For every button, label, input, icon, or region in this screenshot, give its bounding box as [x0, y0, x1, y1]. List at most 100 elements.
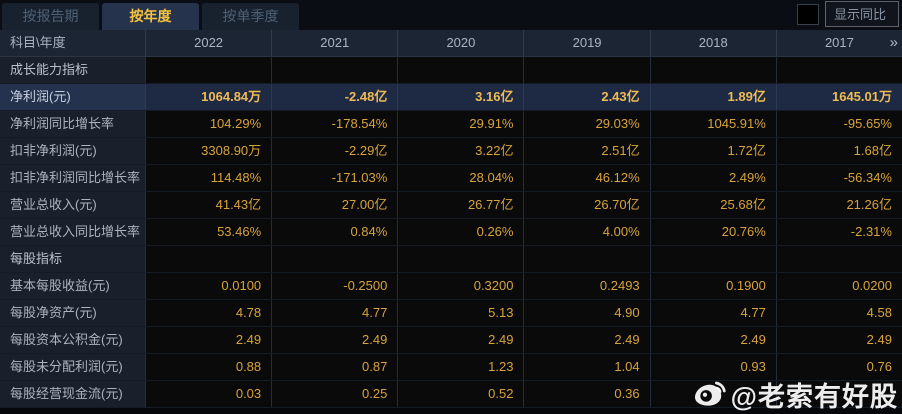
year-header-2021: 2021	[271, 30, 397, 56]
value-cell: 53.46%	[145, 219, 272, 245]
value-cell: 1064.84万	[145, 84, 272, 110]
value-cell: 0.2493	[523, 273, 650, 299]
table-rows: 成长能力指标 净利润(元) 1064.84万 -2.48亿 3.16亿 2.43亿 1.89…	[0, 57, 902, 408]
value-cell: 21.26亿	[775, 192, 902, 218]
value-cell	[649, 381, 776, 407]
table-row[interactable]: 每股资本公积金(元) 2.49 2.49 2.49 2.49 2.49 2.49	[0, 327, 902, 354]
value-cell: 4.77	[649, 300, 776, 326]
value-cell: 1.68亿	[775, 138, 902, 164]
year-header-2020: 2020	[397, 30, 523, 56]
table-row[interactable]: 扣非净利润同比增长率 114.48% -171.03% 28.04% 46.12% 2.4…	[0, 165, 902, 192]
period-tab-bar: 按报告期 按年度 按单季度 显示同比	[0, 0, 902, 30]
value-cell	[397, 57, 524, 83]
table-row[interactable]: 扣非净利润(元) 3308.90万 -2.29亿 3.22亿 2.51亿 1.72亿 1.6…	[0, 138, 902, 165]
value-cell: 104.29%	[145, 111, 272, 137]
value-cell	[775, 246, 902, 272]
value-cell	[271, 57, 398, 83]
row-label: 净利润同比增长率	[0, 111, 145, 137]
value-cell: -171.03%	[271, 165, 398, 191]
value-cell	[775, 381, 902, 407]
value-cell: 1.89亿	[649, 84, 776, 110]
value-cell	[397, 246, 524, 272]
value-cell: 0.3200	[397, 273, 524, 299]
value-cell: 3.22亿	[397, 138, 524, 164]
table-row[interactable]: 营业总收入(元) 41.43亿 27.00亿 26.77亿 26.70亿 25.68亿 21…	[0, 192, 902, 219]
value-cell: 3.16亿	[397, 84, 524, 110]
value-cell: 2.49%	[649, 165, 776, 191]
value-cell: 0.76	[775, 354, 902, 380]
value-cell: 29.03%	[523, 111, 650, 137]
tab-by-single-quarter[interactable]: 按单季度	[202, 3, 299, 30]
table-header-row: 科目\年度 2022 2021 2020 2019 2018 2017 »	[0, 30, 902, 57]
value-cell	[649, 57, 776, 83]
value-cell: -56.34%	[775, 165, 902, 191]
value-cell: -178.54%	[271, 111, 398, 137]
value-cell: 2.49	[271, 327, 398, 353]
table-row[interactable]: 净利润(元) 1064.84万 -2.48亿 3.16亿 2.43亿 1.89亿 1645.…	[0, 84, 902, 111]
table-row[interactable]: 营业总收入同比增长率 53.46% 0.84% 0.26% 4.00% 20.76% -2.…	[0, 219, 902, 246]
section-row: 每股指标	[0, 246, 902, 273]
value-cell: 2.49	[397, 327, 524, 353]
value-cell	[649, 246, 776, 272]
row-label: 营业总收入同比增长率	[0, 219, 145, 245]
value-cell: 0.84%	[271, 219, 398, 245]
value-cell: 1.72亿	[649, 138, 776, 164]
table-row[interactable]: 每股净资产(元) 4.78 4.77 5.13 4.90 4.77 4.58	[0, 300, 902, 327]
value-cell	[271, 246, 398, 272]
year-header-2018: 2018	[649, 30, 776, 56]
show-yoy-label[interactable]: 显示同比	[824, 1, 899, 27]
value-cell: 2.49	[523, 327, 650, 353]
value-cell: 0.1900	[649, 273, 776, 299]
value-cell: 46.12%	[523, 165, 650, 191]
scroll-more-years-icon[interactable]: »	[889, 34, 898, 51]
value-cell: -2.31%	[775, 219, 902, 245]
value-cell: -95.65%	[775, 111, 902, 137]
value-cell	[523, 246, 650, 272]
value-cell: 4.90	[523, 300, 650, 326]
value-cell: 28.04%	[397, 165, 524, 191]
value-cell: 29.91%	[397, 111, 524, 137]
value-cell: 0.0200	[775, 273, 902, 299]
tab-by-report-period[interactable]: 按报告期	[2, 3, 99, 30]
value-cell: 25.68亿	[649, 192, 776, 218]
value-cell: 20.76%	[649, 219, 776, 245]
tab-by-year[interactable]: 按年度	[102, 3, 199, 30]
value-cell: 0.36	[523, 381, 650, 407]
value-cell: 0.25	[271, 381, 398, 407]
value-cell: 2.43亿	[523, 84, 650, 110]
value-cell: 1.04	[523, 354, 650, 380]
value-cell: 0.93	[649, 354, 776, 380]
value-cell: 1045.91%	[649, 111, 776, 137]
yoy-controls: 显示同比	[796, 1, 902, 27]
value-cell: 27.00亿	[271, 192, 398, 218]
value-cell: 0.88	[145, 354, 272, 380]
row-label: 净利润(元)	[0, 84, 145, 110]
show-yoy-checkbox[interactable]	[796, 3, 819, 25]
value-cell: 2.49	[775, 327, 902, 353]
value-cell: 3308.90万	[145, 138, 272, 164]
value-cell	[775, 57, 902, 83]
table-row[interactable]: 每股经营现金流(元) 0.03 0.25 0.52 0.36	[0, 381, 902, 408]
table-row[interactable]: 基本每股收益(元) 0.0100 -0.2500 0.3200 0.2493 0.1900…	[0, 273, 902, 300]
row-label: 营业总收入(元)	[0, 192, 145, 218]
value-cell: 0.03	[145, 381, 272, 407]
table-row[interactable]: 净利润同比增长率 104.29% -178.54% 29.91% 29.03% 1045.…	[0, 111, 902, 138]
value-cell: 4.78	[145, 300, 272, 326]
table-row[interactable]: 每股未分配利润(元) 0.88 0.87 1.23 1.04 0.93 0.76	[0, 354, 902, 381]
value-cell: 5.13	[397, 300, 524, 326]
value-cell: 2.49	[145, 327, 272, 353]
value-cell	[523, 57, 650, 83]
value-cell	[145, 57, 272, 83]
row-label: 基本每股收益(元)	[0, 273, 145, 299]
value-cell: 2.51亿	[523, 138, 650, 164]
value-cell: 4.00%	[523, 219, 650, 245]
value-cell: 1645.01万	[775, 84, 902, 110]
corner-header: 科目\年度	[10, 35, 66, 50]
value-cell: 4.58	[775, 300, 902, 326]
value-cell: 0.26%	[397, 219, 524, 245]
year-header-2019: 2019	[523, 30, 649, 56]
row-label: 每股未分配利润(元)	[0, 354, 145, 380]
value-cell: 41.43亿	[145, 192, 272, 218]
value-cell: 0.0100	[145, 273, 272, 299]
value-cell: 0.87	[271, 354, 398, 380]
